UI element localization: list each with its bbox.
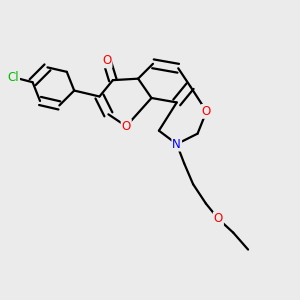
Text: O: O [102,54,112,67]
Text: Cl: Cl [8,71,19,84]
Text: O: O [202,105,211,118]
Text: O: O [214,212,223,226]
Text: N: N [172,138,181,151]
Text: O: O [122,120,131,133]
